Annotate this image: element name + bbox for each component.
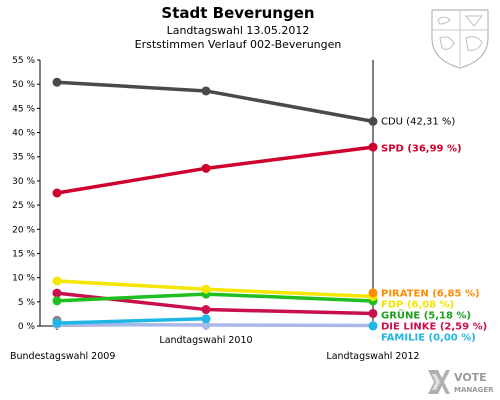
votemanager-logo-icon bbox=[428, 370, 450, 394]
data-point bbox=[201, 314, 211, 324]
x-tick-label: Landtagswahl 2012 bbox=[326, 351, 419, 362]
y-tick-label: 40 % bbox=[12, 129, 35, 139]
y-tick-label: 55 % bbox=[12, 56, 35, 66]
y-ticks: 0 % 5 % 10 % 15 % 20 % 25 % 30 % 35 % 40 % 45 % 50… bbox=[12, 56, 40, 332]
data-point bbox=[52, 188, 62, 198]
logo-text-vote: VOTE bbox=[454, 371, 487, 384]
series-line-segment bbox=[55, 291, 208, 312]
data-point bbox=[368, 116, 378, 126]
data-point bbox=[201, 320, 211, 330]
data-point bbox=[52, 296, 62, 306]
series-line-segment bbox=[55, 279, 208, 291]
series-end-label: PIRATEN (6,85 %) bbox=[381, 289, 480, 300]
data-point bbox=[201, 86, 211, 96]
series-line-segment bbox=[204, 89, 375, 124]
coat-of-arms-icon bbox=[431, 9, 489, 69]
y-tick-label: 0 % bbox=[18, 322, 36, 332]
y-tick-label: 20 % bbox=[12, 225, 35, 235]
series-line-segment bbox=[204, 145, 375, 171]
series-end-label: GRÜNE (5,18 %) bbox=[381, 308, 471, 322]
data-point bbox=[52, 276, 62, 286]
series-layer bbox=[52, 77, 378, 331]
y-tick-label: 50 % bbox=[12, 80, 35, 90]
data-point bbox=[52, 77, 62, 87]
chart-title: Stadt Beverungen bbox=[161, 4, 314, 22]
series-line-segment bbox=[204, 287, 375, 299]
series-line-segment bbox=[204, 292, 375, 303]
data-point bbox=[201, 305, 211, 315]
series-end-label: CDU (42,31 %) bbox=[381, 117, 455, 128]
data-point bbox=[201, 163, 211, 173]
series-line-segment bbox=[55, 292, 208, 303]
chart-subtitle: Landtagswahl 13.05.2012 bbox=[167, 24, 310, 37]
series-line-segment bbox=[55, 316, 208, 325]
series-end-label: FAMILIE (0,00 %) bbox=[381, 333, 476, 344]
y-tick-label: 30 % bbox=[12, 177, 35, 187]
data-point bbox=[52, 288, 62, 298]
y-tick-label: 45 % bbox=[12, 104, 35, 114]
y-tick-label: 5 % bbox=[18, 298, 36, 308]
series-end-label: SPD (36,99 %) bbox=[381, 144, 462, 155]
series-line-segment bbox=[55, 166, 208, 195]
chart-subtitle-2: Erststimmen Verlauf 002-Beverungen bbox=[135, 38, 342, 51]
data-point bbox=[201, 284, 211, 294]
logo-text-manager: MANAGER bbox=[454, 386, 494, 394]
x-ticks: Bundestagswahl 2009 Landtagswahl 2010 Land… bbox=[10, 326, 420, 362]
end-labels: CDU (42,31 %) SPD (36,99 %) PIRATEN (6,85 … bbox=[381, 117, 487, 344]
data-point bbox=[52, 318, 62, 328]
series-end-label: FDP (6,08 %) bbox=[381, 300, 454, 311]
y-tick-label: 35 % bbox=[12, 153, 35, 163]
data-point bbox=[368, 308, 378, 318]
y-tick-label: 10 % bbox=[12, 274, 35, 284]
data-point bbox=[368, 288, 378, 298]
x-tick-label: Bundestagswahl 2009 bbox=[10, 351, 115, 362]
data-point bbox=[368, 142, 378, 152]
y-tick-label: 15 % bbox=[12, 249, 35, 259]
x-tick-label: Landtagswahl 2010 bbox=[159, 335, 252, 346]
series-end-label: DIE LINKE (2,59 %) bbox=[381, 322, 487, 333]
data-point bbox=[368, 321, 378, 331]
y-tick-label: 25 % bbox=[12, 201, 35, 211]
series-line-segment bbox=[204, 307, 375, 316]
series-line-segment bbox=[55, 80, 208, 93]
